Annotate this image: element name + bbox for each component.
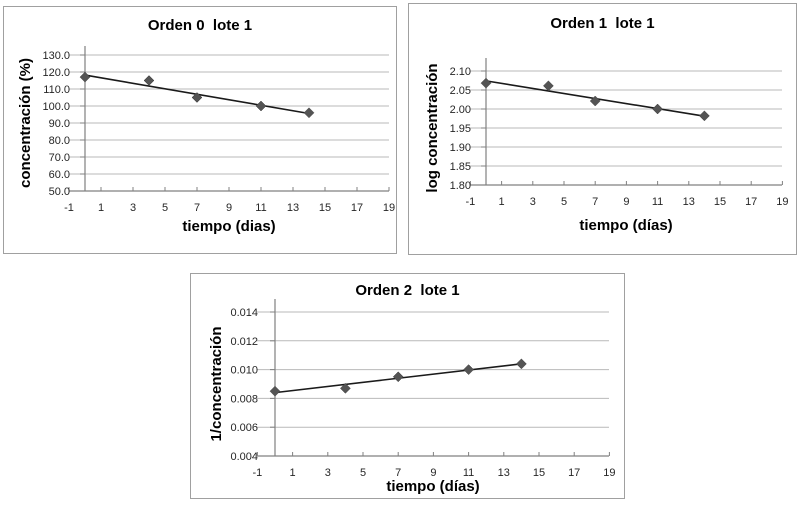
y-tick-label: 70.0	[49, 152, 70, 164]
x-tick-label: 11	[463, 467, 474, 479]
x-tick-label: 19	[383, 202, 395, 214]
x-axis-title: tiempo (dias)	[182, 218, 276, 235]
x-tick-label: 13	[287, 202, 299, 214]
y-tick-label: 0.012	[230, 336, 258, 348]
data-point	[652, 103, 663, 115]
x-tick-label: 3	[130, 202, 136, 214]
x-tick-label: 11	[255, 202, 266, 214]
data-point	[480, 77, 492, 89]
y-tick-label: 1.80	[450, 180, 471, 192]
x-tick-label: 15	[714, 196, 726, 208]
data-point	[392, 371, 404, 383]
x-axis-title: tiempo (días)	[579, 217, 673, 234]
x-tick-label: 5	[561, 196, 567, 208]
plot-area: -1 1 3 5 7 9 11 13 15 17 19130.0120.0110.0100.090.…	[42, 46, 395, 214]
x-tick-label: 3	[325, 467, 331, 479]
x-tick-label: 9	[226, 202, 232, 214]
x-axis-title: tiempo (días)	[386, 478, 480, 495]
y-tick-label: 0.014	[230, 307, 258, 319]
x-tick-label: 19	[776, 196, 788, 208]
x-tick-label: 11	[652, 196, 663, 208]
x-tick-label: -1	[253, 467, 263, 479]
x-tick-label: -1	[64, 202, 74, 214]
y-tick-label: 0.006	[230, 422, 258, 434]
x-tick-label: 15	[533, 467, 545, 479]
y-tick-label: 0.010	[230, 365, 258, 377]
x-tick-label: 1	[499, 196, 505, 208]
data-point	[143, 75, 155, 86]
x-tick-label: 5	[162, 202, 168, 214]
x-tick-label: 7	[194, 202, 200, 214]
chart-title: Orden 2 lote 1	[355, 282, 460, 299]
y-tick-label: 130.0	[42, 50, 70, 62]
data-point	[699, 110, 710, 122]
y-tick-label: 0.004	[230, 451, 258, 463]
data-point	[269, 385, 281, 397]
x-tick-label: 13	[683, 196, 695, 208]
x-tick-label: 9	[623, 196, 629, 208]
x-tick-label: 17	[568, 467, 580, 479]
y-tick-label: 100.0	[42, 101, 70, 113]
chart-orden-2: Orden 2 lote 1 1/concentración -1 1 3 5 7 9 11…	[190, 273, 625, 499]
data-point	[463, 364, 474, 375]
x-tick-label: 17	[745, 196, 757, 208]
y-tick-label: 1.90	[450, 142, 471, 154]
data-point	[303, 107, 315, 119]
y-tick-label: 2.00	[450, 104, 471, 116]
x-tick-label: 15	[319, 202, 331, 214]
y-tick-label: 0.008	[230, 393, 258, 405]
data-point	[255, 100, 267, 112]
data-point	[79, 71, 91, 83]
y-tick-label: 90.0	[49, 118, 70, 130]
y-tick-label: 1.95	[450, 123, 471, 135]
y-tick-label: 120.0	[42, 67, 70, 79]
y-tick-label: 2.10	[450, 66, 471, 78]
y-tick-label: 110.0	[43, 84, 70, 96]
chart-title: Orden 1 lote 1	[550, 15, 655, 32]
y-tick-label: 1.85	[450, 161, 471, 173]
y-tick-label: 2.05	[450, 85, 471, 97]
chart-title: Orden 0 lote 1	[147, 17, 253, 34]
x-tick-label: 5	[360, 467, 366, 479]
x-tick-label: 17	[351, 202, 363, 214]
x-tick-label: 3	[530, 196, 536, 208]
x-tick-label: -1	[466, 196, 476, 208]
x-tick-label: 1	[290, 467, 296, 479]
x-tick-label: 7	[592, 196, 598, 208]
data-point	[516, 358, 527, 370]
data-point	[340, 382, 351, 394]
x-tick-label: 1	[98, 202, 104, 214]
x-tick-label: 7	[395, 467, 401, 479]
data-point	[589, 95, 601, 107]
plot-area: -1 1 3 5 7 9 11 13 15 17 192.102.052.001.951.901.8…	[450, 58, 789, 208]
y-tick-label: 50.0	[49, 186, 70, 198]
x-tick-label: 13	[498, 467, 510, 479]
x-tick-label: 9	[430, 467, 436, 479]
plot-area: -1 1 3 5 7 9 11 13 15 17 190.0140.0120.0100.0080.0…	[230, 299, 616, 479]
y-tick-label: 60.0	[49, 169, 70, 181]
data-point	[543, 80, 554, 92]
chart-orden-0: Orden 0 lote 1 concentración (%) -1 1 3 5 7 9…	[3, 6, 397, 254]
chart-orden-1: Orden 1 lote 1 log concentración -1 1 3 5 7 9…	[408, 3, 797, 255]
data-point	[191, 92, 203, 103]
y-tick-label: 80.0	[49, 135, 70, 147]
x-tick-label: 19	[603, 467, 615, 479]
